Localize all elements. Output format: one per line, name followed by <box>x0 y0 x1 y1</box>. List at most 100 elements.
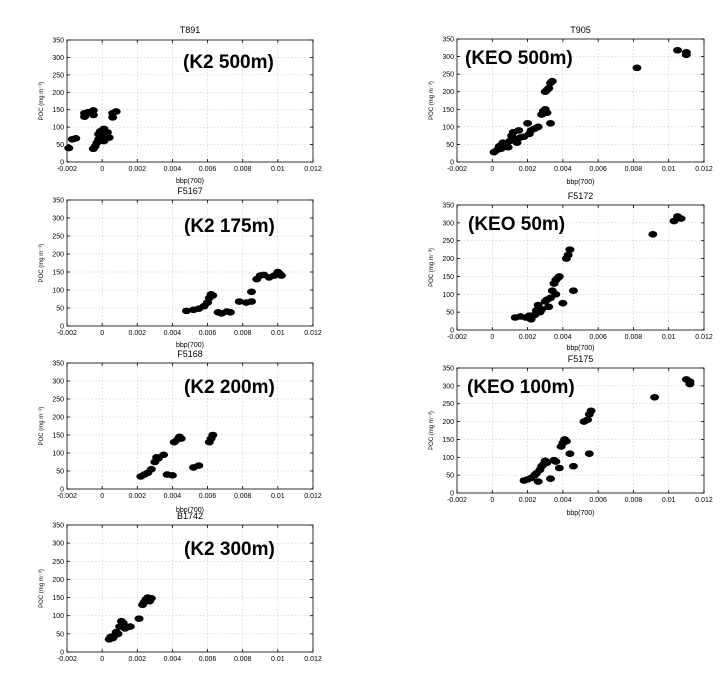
data-point <box>563 251 573 259</box>
y-tick-label: 250 <box>52 397 64 404</box>
x-tick-label: 0 <box>100 166 104 173</box>
station-annotation: (KEO 100m) <box>467 377 575 398</box>
y-tick-label: 350 <box>442 203 454 210</box>
data-point <box>181 307 191 315</box>
data-point <box>167 472 177 479</box>
scatter-panel: F5168-0.002 0 0.002 0.004 0.006 0.008 0.01 0.01… <box>39 349 322 514</box>
y-axis-label: POC (mg m⁻³) <box>39 407 45 446</box>
y-axis-label: POC (mg m⁻³) <box>39 244 45 283</box>
y-tick-label: 0 <box>450 328 454 335</box>
x-tick-label: 0.012 <box>695 497 713 504</box>
x-tick-label: 0.01 <box>271 493 285 500</box>
x-tick-label: 0.008 <box>625 497 643 504</box>
data-point <box>95 133 105 141</box>
x-tick-label: 0.002 <box>519 334 537 341</box>
plot-frame <box>66 362 314 490</box>
y-tick-label: 300 <box>52 216 64 223</box>
data-point <box>544 303 554 311</box>
y-tick-label: 200 <box>52 90 64 97</box>
y-tick-label: 350 <box>52 523 64 530</box>
x-tick-label: 0 <box>490 497 494 504</box>
scatter-panel: B1742-0.002 0 0.002 0.004 0.006 0.008 0.01 0.01… <box>39 511 322 663</box>
panel-title: T905 <box>570 25 591 35</box>
data-point <box>64 144 74 152</box>
x-tick-label: 0.006 <box>199 656 217 663</box>
x-tick-label: 0.01 <box>662 334 676 341</box>
x-tick-label: 0.01 <box>271 656 285 663</box>
data-point <box>558 299 568 307</box>
x-tick-label: 0.01 <box>271 166 285 173</box>
data-point <box>208 292 218 299</box>
data-point <box>546 475 556 483</box>
y-tick-label: 100 <box>52 613 64 620</box>
data-point <box>71 134 81 142</box>
x-tick-label: 0.004 <box>164 656 182 663</box>
data-point <box>551 290 561 298</box>
data-point <box>546 120 556 127</box>
x-tick-label: 0.012 <box>304 656 322 663</box>
y-tick-label: 250 <box>52 72 64 79</box>
x-tick-label: 0.012 <box>304 330 322 337</box>
y-tick-label: 300 <box>52 379 64 386</box>
y-tick-label: 100 <box>442 124 454 131</box>
panel-title: F5172 <box>568 191 594 201</box>
station-annotation: (KEO 500m) <box>465 48 573 69</box>
y-tick-label: 0 <box>60 324 64 331</box>
data-point <box>194 462 204 469</box>
y-tick-label: 350 <box>52 38 64 45</box>
x-tick-label: 0.002 <box>129 656 147 663</box>
data-point <box>247 298 256 305</box>
data-point <box>565 246 575 253</box>
y-tick-label: 0 <box>60 487 64 494</box>
station-annotation: (K2 300m) <box>184 539 275 560</box>
data-point <box>88 107 98 114</box>
data-point <box>685 380 695 388</box>
y-tick-label: 50 <box>446 310 454 317</box>
y-tick-label: 250 <box>52 559 64 566</box>
scatter-panel: F5172-0.002 0 0.002 0.004 0.006 0.008 0.01 0.01… <box>429 191 713 352</box>
x-tick-label: 0.008 <box>234 330 252 337</box>
data-point <box>568 462 578 470</box>
y-tick-label: 150 <box>52 107 64 114</box>
data-point <box>544 84 554 92</box>
y-tick-label: 250 <box>442 72 454 79</box>
y-tick-label: 350 <box>52 361 64 368</box>
x-tick-label: 0.004 <box>164 166 182 173</box>
data-point <box>88 111 98 119</box>
station-annotation: (K2 500m) <box>183 52 274 73</box>
plot-frame <box>66 199 314 327</box>
y-tick-label: 300 <box>442 220 454 227</box>
x-tick-label: 0.004 <box>554 334 572 341</box>
y-tick-label: 50 <box>56 631 64 638</box>
plot-frame <box>456 204 705 331</box>
x-axis-label: bbp(700) <box>176 507 204 514</box>
x-tick-label: 0.006 <box>589 334 607 341</box>
y-tick-label: 150 <box>442 274 454 281</box>
data-point <box>247 288 256 296</box>
y-tick-label: 100 <box>52 451 64 458</box>
scatter-panel: T905-0.002 0 0.002 0.004 0.006 0.008 0.01 0.012… <box>429 25 713 186</box>
data-point <box>584 450 594 458</box>
x-tick-label: 0.002 <box>129 330 147 337</box>
x-tick-label: 0 <box>100 656 104 663</box>
y-tick-label: 300 <box>442 54 454 61</box>
x-tick-label: 0 <box>490 334 494 341</box>
y-tick-label: 0 <box>450 160 454 167</box>
x-axis-label: bbp(700) <box>566 179 594 186</box>
data-point <box>208 431 218 439</box>
y-tick-label: 200 <box>52 577 64 584</box>
data-point <box>176 435 186 442</box>
data-point <box>648 230 658 238</box>
data-point <box>542 109 552 117</box>
plot-frame <box>456 367 705 494</box>
panel-title: F5168 <box>177 349 203 359</box>
y-tick-label: 200 <box>442 256 454 263</box>
x-axis-label: bbp(700) <box>566 510 594 517</box>
data-point <box>632 64 642 72</box>
y-tick-label: 300 <box>442 383 454 390</box>
data-point <box>554 464 564 472</box>
data-point <box>547 77 557 85</box>
x-tick-label: -0.002 <box>57 656 77 663</box>
data-point <box>512 139 522 146</box>
